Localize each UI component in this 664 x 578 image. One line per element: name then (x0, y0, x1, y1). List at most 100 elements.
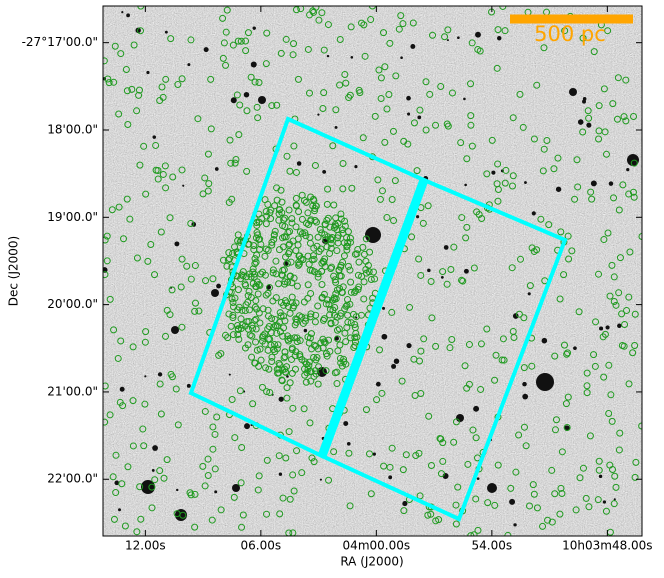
faint-object (326, 54, 330, 58)
source-marker (494, 26, 502, 34)
source-marker (159, 170, 167, 178)
source-marker (572, 506, 580, 514)
source-marker (256, 319, 264, 327)
source-marker (306, 419, 314, 427)
source-marker (256, 245, 264, 253)
source-marker (398, 377, 406, 385)
source-marker (201, 482, 209, 490)
source-marker (306, 266, 314, 274)
source-marker (558, 448, 566, 456)
source-marker (604, 229, 612, 237)
source-marker (163, 456, 171, 464)
source-marker (304, 294, 312, 302)
source-marker (226, 136, 234, 144)
source-marker (169, 173, 177, 181)
source-marker (383, 105, 391, 113)
source-marker (337, 210, 345, 218)
source-marker (199, 190, 207, 198)
source-marker (268, 102, 276, 110)
x-tick-label: 06.00s (241, 539, 282, 553)
source-marker (319, 104, 327, 112)
source-marker (142, 328, 150, 336)
source-marker (297, 6, 305, 13)
source-marker (308, 345, 316, 353)
source-marker (618, 310, 626, 318)
source-marker (148, 483, 156, 491)
source-marker (318, 294, 326, 302)
source-marker (219, 54, 227, 62)
source-marker (110, 78, 118, 86)
source-marker (237, 37, 245, 45)
source-marker (255, 78, 263, 86)
source-marker (564, 393, 572, 401)
source-marker (360, 295, 368, 303)
source-marker (140, 442, 148, 450)
source-marker (186, 489, 194, 497)
source-marker (154, 175, 162, 183)
source-marker (602, 150, 610, 158)
faint-object (571, 88, 576, 93)
source-marker (296, 353, 304, 361)
source-marker (325, 336, 333, 344)
source-marker (124, 463, 132, 471)
source-marker (268, 353, 276, 361)
source-marker (579, 464, 587, 472)
source-marker (211, 465, 219, 473)
source-marker (208, 516, 216, 524)
source-marker (311, 318, 319, 326)
source-marker (427, 277, 435, 285)
source-marker (333, 286, 341, 294)
source-marker (144, 257, 152, 265)
source-marker (346, 300, 354, 308)
source-marker (312, 311, 320, 319)
source-marker (248, 324, 256, 332)
source-marker (427, 461, 435, 469)
source-marker (388, 196, 396, 204)
source-marker (386, 39, 394, 47)
source-marker (209, 275, 217, 283)
source-marker (332, 278, 340, 286)
faint-object (214, 490, 218, 494)
source-marker (626, 248, 634, 256)
source-marker (411, 391, 419, 399)
source-marker (307, 330, 315, 338)
source-marker (276, 510, 284, 518)
source-marker (224, 334, 232, 342)
source-marker (385, 91, 393, 99)
source-marker (288, 346, 296, 354)
source-marker (241, 307, 249, 315)
source-marker (228, 395, 236, 403)
source-marker (293, 334, 301, 342)
source-marker (247, 294, 255, 302)
source-marker (515, 310, 523, 318)
source-marker (358, 19, 366, 27)
source-marker (336, 272, 344, 280)
source-marker (300, 197, 308, 205)
source-marker (613, 115, 621, 123)
source-marker (234, 231, 242, 239)
source-marker (191, 523, 199, 531)
source-marker (236, 387, 244, 395)
source-marker (283, 259, 291, 267)
source-marker (178, 255, 186, 263)
source-marker (242, 282, 250, 290)
source-marker (520, 364, 528, 372)
source-marker (111, 42, 119, 50)
source-marker (219, 14, 227, 22)
faint-object (463, 268, 469, 274)
source-marker (234, 321, 242, 329)
source-marker (251, 303, 259, 311)
source-marker (263, 388, 271, 396)
source-marker (194, 115, 202, 123)
source-marker (395, 25, 403, 33)
faint-object (382, 306, 386, 310)
source-marker (473, 208, 481, 216)
source-marker (342, 338, 350, 346)
source-marker (282, 454, 290, 462)
source-marker (376, 346, 384, 354)
source-marker (583, 382, 591, 390)
source-marker (298, 469, 306, 477)
source-marker (612, 483, 620, 491)
source-marker (306, 233, 314, 241)
source-marker (504, 531, 512, 536)
